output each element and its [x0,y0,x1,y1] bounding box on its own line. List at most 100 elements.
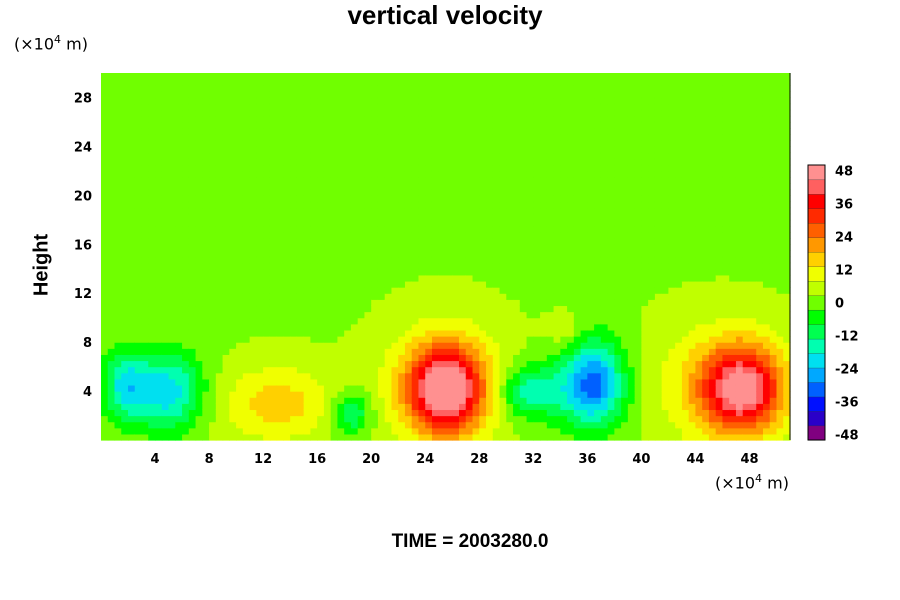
heatmap-cell [627,348,636,355]
heatmap-cell [303,317,311,325]
heatmap-cell [587,85,595,92]
heatmap-cell [263,293,271,300]
heatmap-cell [317,152,325,160]
heatmap-cell [209,415,217,423]
heatmap-cell [621,128,629,135]
heatmap-cell [134,311,143,319]
heatmap-cell [269,183,278,190]
heatmap-cell [283,317,291,325]
heatmap-cell [364,403,372,411]
heatmap-cell [398,219,406,227]
heatmap-cell [648,323,656,331]
heatmap-cell [377,103,386,111]
heatmap-cell [391,201,399,209]
heatmap-cell [229,219,237,227]
heatmap-cell [391,91,399,99]
heatmap-cell [431,329,440,337]
heatmap-cell [269,146,278,154]
heatmap-cell [155,433,163,441]
heatmap-cell [627,73,636,80]
heatmap-cell [587,372,595,380]
heatmap-cell [452,244,460,251]
heatmap-cell [519,427,528,435]
heatmap-cell [425,433,433,441]
heatmap-cell [452,85,460,92]
heatmap-cell [607,421,615,429]
heatmap-cell [553,305,561,313]
heatmap-cell [128,378,136,386]
heatmap-cell [506,427,514,435]
heatmap-cell [431,317,440,325]
heatmap-cell [337,195,345,203]
heatmap-cell [546,280,555,288]
heatmap-cell [242,109,251,117]
heatmap-cell [215,225,224,233]
heatmap-cell [249,397,257,404]
heatmap-cell [452,128,460,135]
heatmap-cell [472,176,480,184]
heatmap-cell [573,115,582,123]
heatmap-cell [627,207,636,215]
heatmap-cell [404,256,413,264]
heatmap-cell [101,403,109,411]
heatmap-cell [283,207,291,215]
heatmap-cell [540,305,548,313]
heatmap-cell [492,146,501,154]
heatmap-cell [310,232,318,239]
heatmap-cell [418,397,426,404]
heatmap-cell [121,317,129,325]
heatmap-cell [114,268,122,276]
heatmap-cell [438,427,447,435]
heatmap-cell [263,152,271,160]
heatmap-cell [506,256,514,264]
heatmap-cell [459,360,467,368]
heatmap-cell [344,225,352,233]
heatmap-cell [114,329,122,337]
heatmap-cell [654,164,663,172]
heatmap-cell [242,121,251,129]
heatmap-cell [371,207,379,215]
heatmap-cell [499,397,507,404]
heatmap-cell [499,348,507,355]
heatmap-cell [317,391,325,398]
heatmap-cell [148,427,156,435]
heatmap-cell [560,293,568,300]
heatmap-cell [357,329,366,337]
heatmap-cell [128,329,136,337]
heatmap-cell [242,146,251,154]
heatmap-cell [513,421,521,429]
heatmap-cell [580,128,588,135]
heatmap-cell [621,164,629,172]
heatmap-cell [310,134,318,141]
heatmap-cell [161,274,170,282]
heatmap-cell [256,91,264,99]
heatmap-cell [155,213,163,221]
heatmap-cell [182,164,190,172]
heatmap-cell [222,115,230,123]
heatmap-cell [560,121,568,129]
heatmap-cell [479,225,487,233]
heatmap-cell [519,244,528,251]
heatmap-cell [229,384,237,392]
heatmap-cell [654,409,663,417]
heatmap-cell [290,134,298,141]
heatmap-cell [337,323,345,331]
heatmap-cell [377,170,386,178]
heatmap-cell [161,170,170,178]
heatmap-cell [215,176,224,184]
heatmap-cell [614,262,622,270]
heatmap-cell [229,201,237,209]
heatmap-cell [452,360,460,368]
heatmap-cell [621,97,629,105]
heatmap-cell [526,213,534,221]
heatmap-cell [337,109,345,117]
heatmap-cell [506,342,514,349]
heatmap-cell [114,378,122,386]
heatmap-cell [296,323,305,331]
heatmap-cell [492,348,501,355]
heatmap-cell [472,360,480,368]
heatmap-cell [344,287,352,294]
heatmap-cell [431,378,440,386]
heatmap-cell [256,262,264,270]
heatmap-cell [107,268,116,276]
